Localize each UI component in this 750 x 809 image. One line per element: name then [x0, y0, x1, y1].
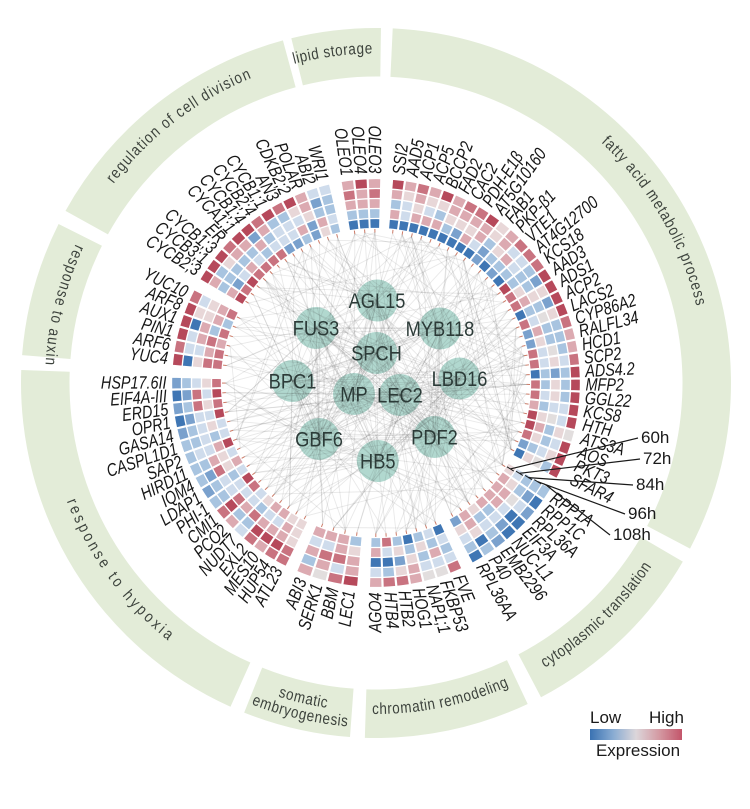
svg-text:HB5: HB5 [360, 450, 396, 474]
svg-text:108h: 108h [613, 525, 651, 544]
svg-text:o: o [392, 700, 401, 718]
svg-text:LBD16: LBD16 [432, 368, 488, 392]
svg-text:LEC2: LEC2 [377, 384, 423, 408]
svg-text:MP: MP [340, 383, 367, 407]
svg-text:High: High [649, 708, 684, 727]
svg-text:g: g [356, 41, 364, 59]
svg-text:PDF2: PDF2 [411, 426, 458, 450]
svg-text:m: m [400, 699, 413, 717]
svg-text:Low: Low [590, 708, 622, 727]
svg-text:60h: 60h [641, 428, 669, 447]
svg-text:c: c [372, 701, 379, 718]
svg-text:Expression: Expression [596, 741, 680, 760]
svg-text:MYB118: MYB118 [406, 318, 475, 342]
svg-text:e: e [365, 41, 373, 58]
svg-text:GBF6: GBF6 [295, 428, 343, 452]
svg-text:84h: 84h [636, 475, 664, 494]
svg-text:AGO4: AGO4 [366, 592, 386, 633]
svg-text:FUS3: FUS3 [293, 317, 340, 341]
svg-text:BPC1: BPC1 [269, 370, 317, 394]
svg-text:96h: 96h [628, 504, 656, 523]
svg-text:AGL15: AGL15 [349, 290, 406, 314]
svg-text:72h: 72h [643, 449, 671, 468]
svg-text:SPCH: SPCH [351, 342, 402, 366]
svg-text:HSP17.6II: HSP17.6II [101, 373, 167, 393]
svg-text:OLEO3: OLEO3 [364, 125, 384, 173]
svg-text:n: n [41, 357, 59, 366]
svg-text:h: h [379, 701, 387, 718]
